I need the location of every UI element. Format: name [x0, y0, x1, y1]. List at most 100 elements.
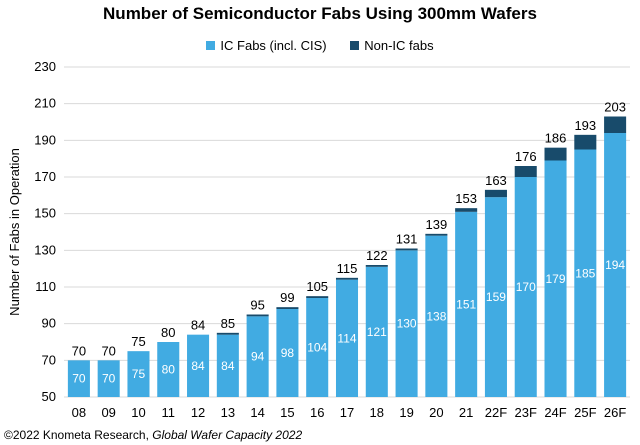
ic-value-label-08: 70: [72, 372, 86, 386]
total-label-23F: 176: [515, 149, 537, 164]
x-tick-label-14: 14: [250, 405, 264, 420]
x-tick-label-19: 19: [399, 405, 413, 420]
ic-value-label-12: 84: [191, 359, 205, 373]
x-tick-label-10: 10: [131, 405, 145, 420]
total-label-24F: 186: [545, 131, 567, 146]
y-tick-label-170: 170: [34, 169, 56, 184]
total-label-19: 131: [396, 232, 418, 247]
bar-ic-26F: [604, 133, 627, 397]
legend-swatch-non-ic: [350, 41, 360, 50]
x-tick-label-24F: 24F: [544, 405, 566, 420]
y-tick-label-190: 190: [34, 132, 56, 147]
y-tick-label-70: 70: [42, 352, 56, 367]
bar-ic-14: [246, 316, 269, 397]
total-label-11: 80: [161, 325, 175, 340]
legend-item-non-ic: Non-IC fabs: [350, 38, 434, 53]
bar-ic-10: [127, 351, 150, 397]
ic-value-label-20: 138: [426, 309, 446, 323]
bar-ic-23F: [514, 177, 537, 397]
source-footer: ©2022 Knometa Research, Global Wafer Cap…: [4, 428, 302, 442]
chart-title: Number of Semiconductor Fabs Using 300mm…: [103, 4, 537, 23]
ic-value-label-14: 94: [251, 350, 265, 364]
y-tick-label-130: 130: [34, 242, 56, 257]
bar-ic-13: [216, 334, 239, 397]
x-tick-label-11: 11: [162, 405, 176, 420]
ic-value-label-26F: 194: [605, 258, 625, 272]
bar-ic-11: [157, 342, 180, 397]
ic-value-label-19: 130: [397, 317, 417, 331]
bar-ic-22F: [484, 197, 507, 397]
total-label-17: 115: [337, 261, 358, 276]
total-label-22F: 163: [485, 173, 507, 188]
legend-label-non-ic: Non-IC fabs: [364, 38, 434, 53]
x-tick-label-13: 13: [221, 405, 235, 420]
ic-value-label-25F: 185: [575, 266, 595, 280]
ic-value-label-23F: 170: [516, 280, 536, 294]
ic-value-label-15: 98: [281, 346, 295, 360]
bar-non-ic-24F: [544, 147, 567, 161]
total-label-25F: 193: [574, 118, 596, 133]
x-tick-label-23F: 23F: [515, 405, 537, 420]
ic-value-label-18: 121: [367, 325, 387, 339]
x-tick-label-25F: 25F: [574, 405, 596, 420]
total-label-16: 105: [306, 279, 328, 294]
bar-non-ic-15: [276, 307, 299, 309]
total-label-26F: 203: [604, 100, 626, 115]
total-label-09: 70: [101, 343, 115, 358]
x-tick-label-09: 09: [101, 405, 115, 420]
x-tick-label-21: 21: [459, 405, 473, 420]
total-label-12: 84: [191, 318, 205, 333]
ic-value-label-24F: 179: [546, 272, 566, 286]
ic-value-label-22F: 159: [486, 290, 506, 304]
total-label-13: 85: [221, 316, 235, 331]
y-tick-label-230: 230: [34, 59, 56, 74]
footer-italic: Global Wafer Capacity 2022: [152, 428, 303, 442]
y-tick-label-110: 110: [35, 279, 56, 294]
legend-swatch-ic: [206, 41, 216, 50]
total-label-20: 139: [426, 217, 448, 232]
bar-non-ic-19: [395, 248, 418, 251]
x-tick-label-26F: 26F: [604, 405, 626, 420]
y-axis-label: Number of Fabs in Operation: [7, 148, 22, 316]
bar-non-ic-25F: [574, 134, 597, 150]
bar-non-ic-22F: [484, 189, 507, 198]
y-tick-label-210: 210: [34, 96, 56, 111]
x-tick-label-15: 15: [280, 405, 294, 420]
footer-prefix: ©2022 Knometa Research,: [4, 428, 153, 442]
x-tick-label-20: 20: [429, 405, 443, 420]
legend: IC Fabs (incl. CIS) Non-IC fabs: [0, 38, 640, 53]
legend-item-ic: IC Fabs (incl. CIS): [206, 38, 327, 53]
ic-value-label-17: 114: [337, 331, 356, 345]
bar-non-ic-23F: [514, 166, 537, 177]
bar-ic-16: [306, 298, 329, 397]
bar-non-ic-16: [306, 296, 329, 298]
bar-ic-12: [187, 334, 210, 397]
total-label-15: 99: [280, 290, 294, 305]
bar-non-ic-20: [425, 233, 448, 236]
bar-non-ic-21: [455, 208, 478, 212]
y-tick-label-50: 50: [42, 389, 56, 404]
x-tick-label-17: 17: [340, 405, 354, 420]
ic-value-label-10: 75: [132, 367, 146, 381]
bar-ic-15: [276, 309, 299, 397]
total-label-10: 75: [131, 334, 145, 349]
total-label-14: 95: [250, 298, 264, 313]
bar-non-ic-26F: [604, 116, 627, 133]
total-label-18: 122: [366, 248, 388, 263]
x-tick-label-12: 12: [191, 405, 205, 420]
bar-non-ic-17: [335, 277, 359, 280]
bar-ic-19: [395, 250, 418, 397]
y-tick-label-150: 150: [34, 206, 56, 221]
bar-ic-17: [335, 279, 359, 397]
bar-ic-21: [455, 211, 478, 397]
legend-label-ic: IC Fabs (incl. CIS): [220, 38, 327, 53]
x-tick-label-22F: 22F: [485, 405, 507, 420]
bar-ic-25F: [574, 149, 597, 397]
bar-ic-20: [425, 235, 448, 397]
ic-value-label-16: 104: [307, 341, 327, 355]
bar-ic-09: [97, 360, 120, 397]
x-tick-label-16: 16: [310, 405, 324, 420]
bar-ic-18: [365, 266, 388, 397]
ic-value-label-11: 80: [162, 363, 176, 377]
